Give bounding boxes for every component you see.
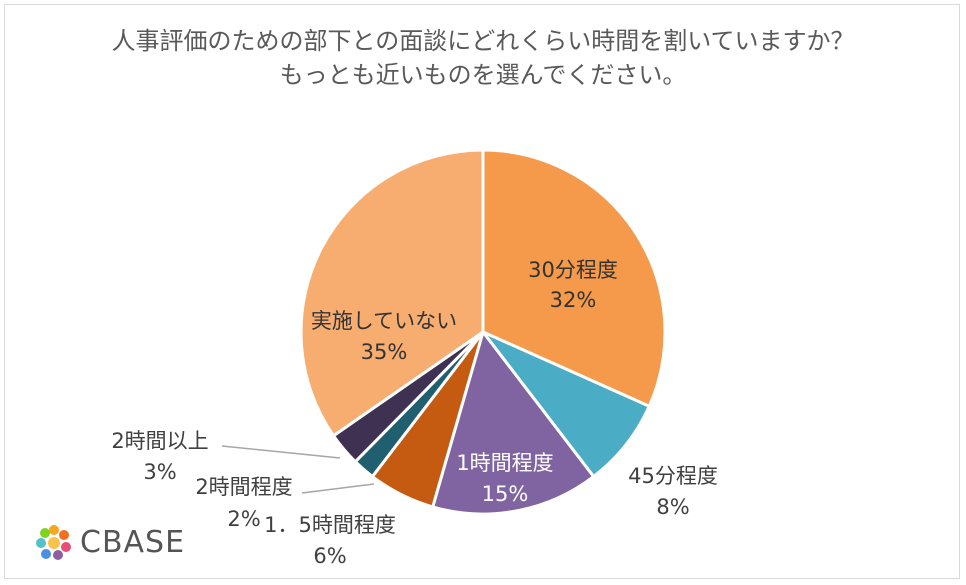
pie-slice-6 — [299, 148, 485, 438]
leader-line-2h — [301, 483, 375, 494]
pie-slice-2 — [430, 328, 596, 516]
cbase-logo: CBASE — [34, 522, 185, 562]
label-1-5h-value: 6% — [313, 544, 346, 568]
label-30min-name: 30分程度 — [528, 258, 618, 282]
cbase-logo-text: CBASE — [80, 524, 186, 560]
label-1h-value: 15% — [482, 482, 529, 506]
cbase-logo-icon — [36, 525, 71, 560]
pie-slice-1 — [481, 330, 652, 479]
label-1-5h-name: 1．5時間程度 — [264, 513, 396, 537]
leader-line-2h-plus — [221, 445, 341, 459]
label-2h-name: 2時間程度 — [195, 475, 292, 499]
label-2h-value: 2% — [227, 507, 260, 531]
label-2h-plus-value: 3% — [143, 460, 176, 484]
title-line-2: もっとも近いものを選んでください。 — [279, 61, 687, 89]
pie-slices — [299, 148, 667, 516]
label-2h-plus-name: 2時間以上 — [111, 429, 208, 453]
chart-title: 人事評価のための部下との面談にどれくらい時間を割いていますか？ もっとも近いもの… — [0, 24, 966, 92]
label-45min-value: 8% — [656, 495, 689, 519]
label-45min-name: 45分程度 — [628, 464, 718, 488]
leader-lines — [221, 445, 375, 494]
pie-slice-0 — [481, 148, 667, 409]
title-line-1: 人事評価のための部下との面談にどれくらい時間を割いていますか？ — [111, 27, 855, 55]
label-1h-name: 1時間程度 — [456, 451, 553, 475]
label-none-value: 35% — [361, 340, 408, 364]
label-none-name: 実施していない — [311, 309, 457, 333]
label-30min-value: 32% — [550, 288, 597, 312]
